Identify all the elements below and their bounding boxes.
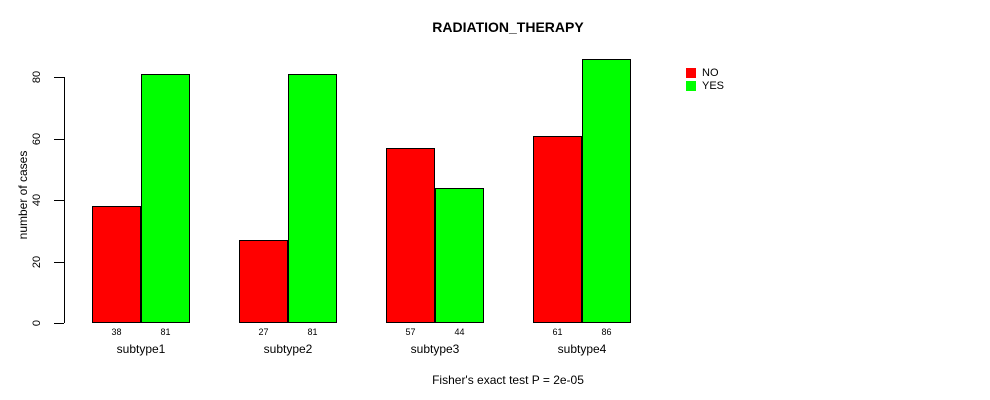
bar-value-yes-subtype4: 86: [601, 327, 612, 337]
y-tick-label-60: 60: [31, 132, 43, 146]
y-tick-40: [54, 200, 64, 201]
bar-value-yes-subtype2: 81: [307, 327, 318, 337]
y-tick-80: [54, 77, 64, 78]
y-tick-label-80: 80: [31, 70, 43, 84]
y-tick-label-0: 0: [31, 319, 43, 327]
bar-no-subtype3: [386, 148, 435, 323]
bar-yes-subtype4: [582, 59, 631, 323]
y-tick-label-40: 40: [31, 193, 43, 207]
y-tick-0: [54, 323, 64, 324]
legend: NO YES: [686, 66, 724, 92]
category-label-subtype2: subtype2: [263, 342, 313, 356]
chart-title: RADIATION_THERAPY: [432, 19, 584, 35]
bar-value-no-subtype4: 61: [552, 327, 563, 337]
legend-item-no: NO: [686, 66, 724, 79]
bar-value-no-subtype1: 38: [111, 327, 122, 337]
category-label-subtype1: subtype1: [116, 342, 166, 356]
bar-no-subtype4: [533, 136, 582, 323]
bar-yes-subtype1: [141, 74, 190, 323]
bar-value-yes-subtype3: 44: [454, 327, 465, 337]
category-label-subtype4: subtype4: [557, 342, 607, 356]
bar-value-no-subtype2: 27: [258, 327, 269, 337]
y-tick-60: [54, 139, 64, 140]
legend-swatch-no-icon: [686, 67, 696, 78]
bar-value-yes-subtype1: 81: [160, 327, 171, 337]
legend-label-yes: YES: [702, 79, 725, 92]
legend-swatch-yes-icon: [686, 80, 696, 91]
y-tick-label-20: 20: [31, 255, 43, 269]
bar-no-subtype1: [92, 206, 141, 323]
legend-item-yes: YES: [686, 79, 724, 92]
annotation-text: Fisher's exact test P = 2e-05: [432, 373, 584, 387]
y-tick-20: [54, 262, 64, 263]
category-label-subtype3: subtype3: [410, 342, 460, 356]
legend-label-no: NO: [702, 66, 719, 79]
bar-yes-subtype2: [288, 74, 337, 323]
bar-value-no-subtype3: 57: [405, 327, 416, 337]
bar-no-subtype2: [239, 240, 288, 323]
bar-yes-subtype3: [435, 188, 484, 323]
y-axis-line: [64, 77, 65, 323]
